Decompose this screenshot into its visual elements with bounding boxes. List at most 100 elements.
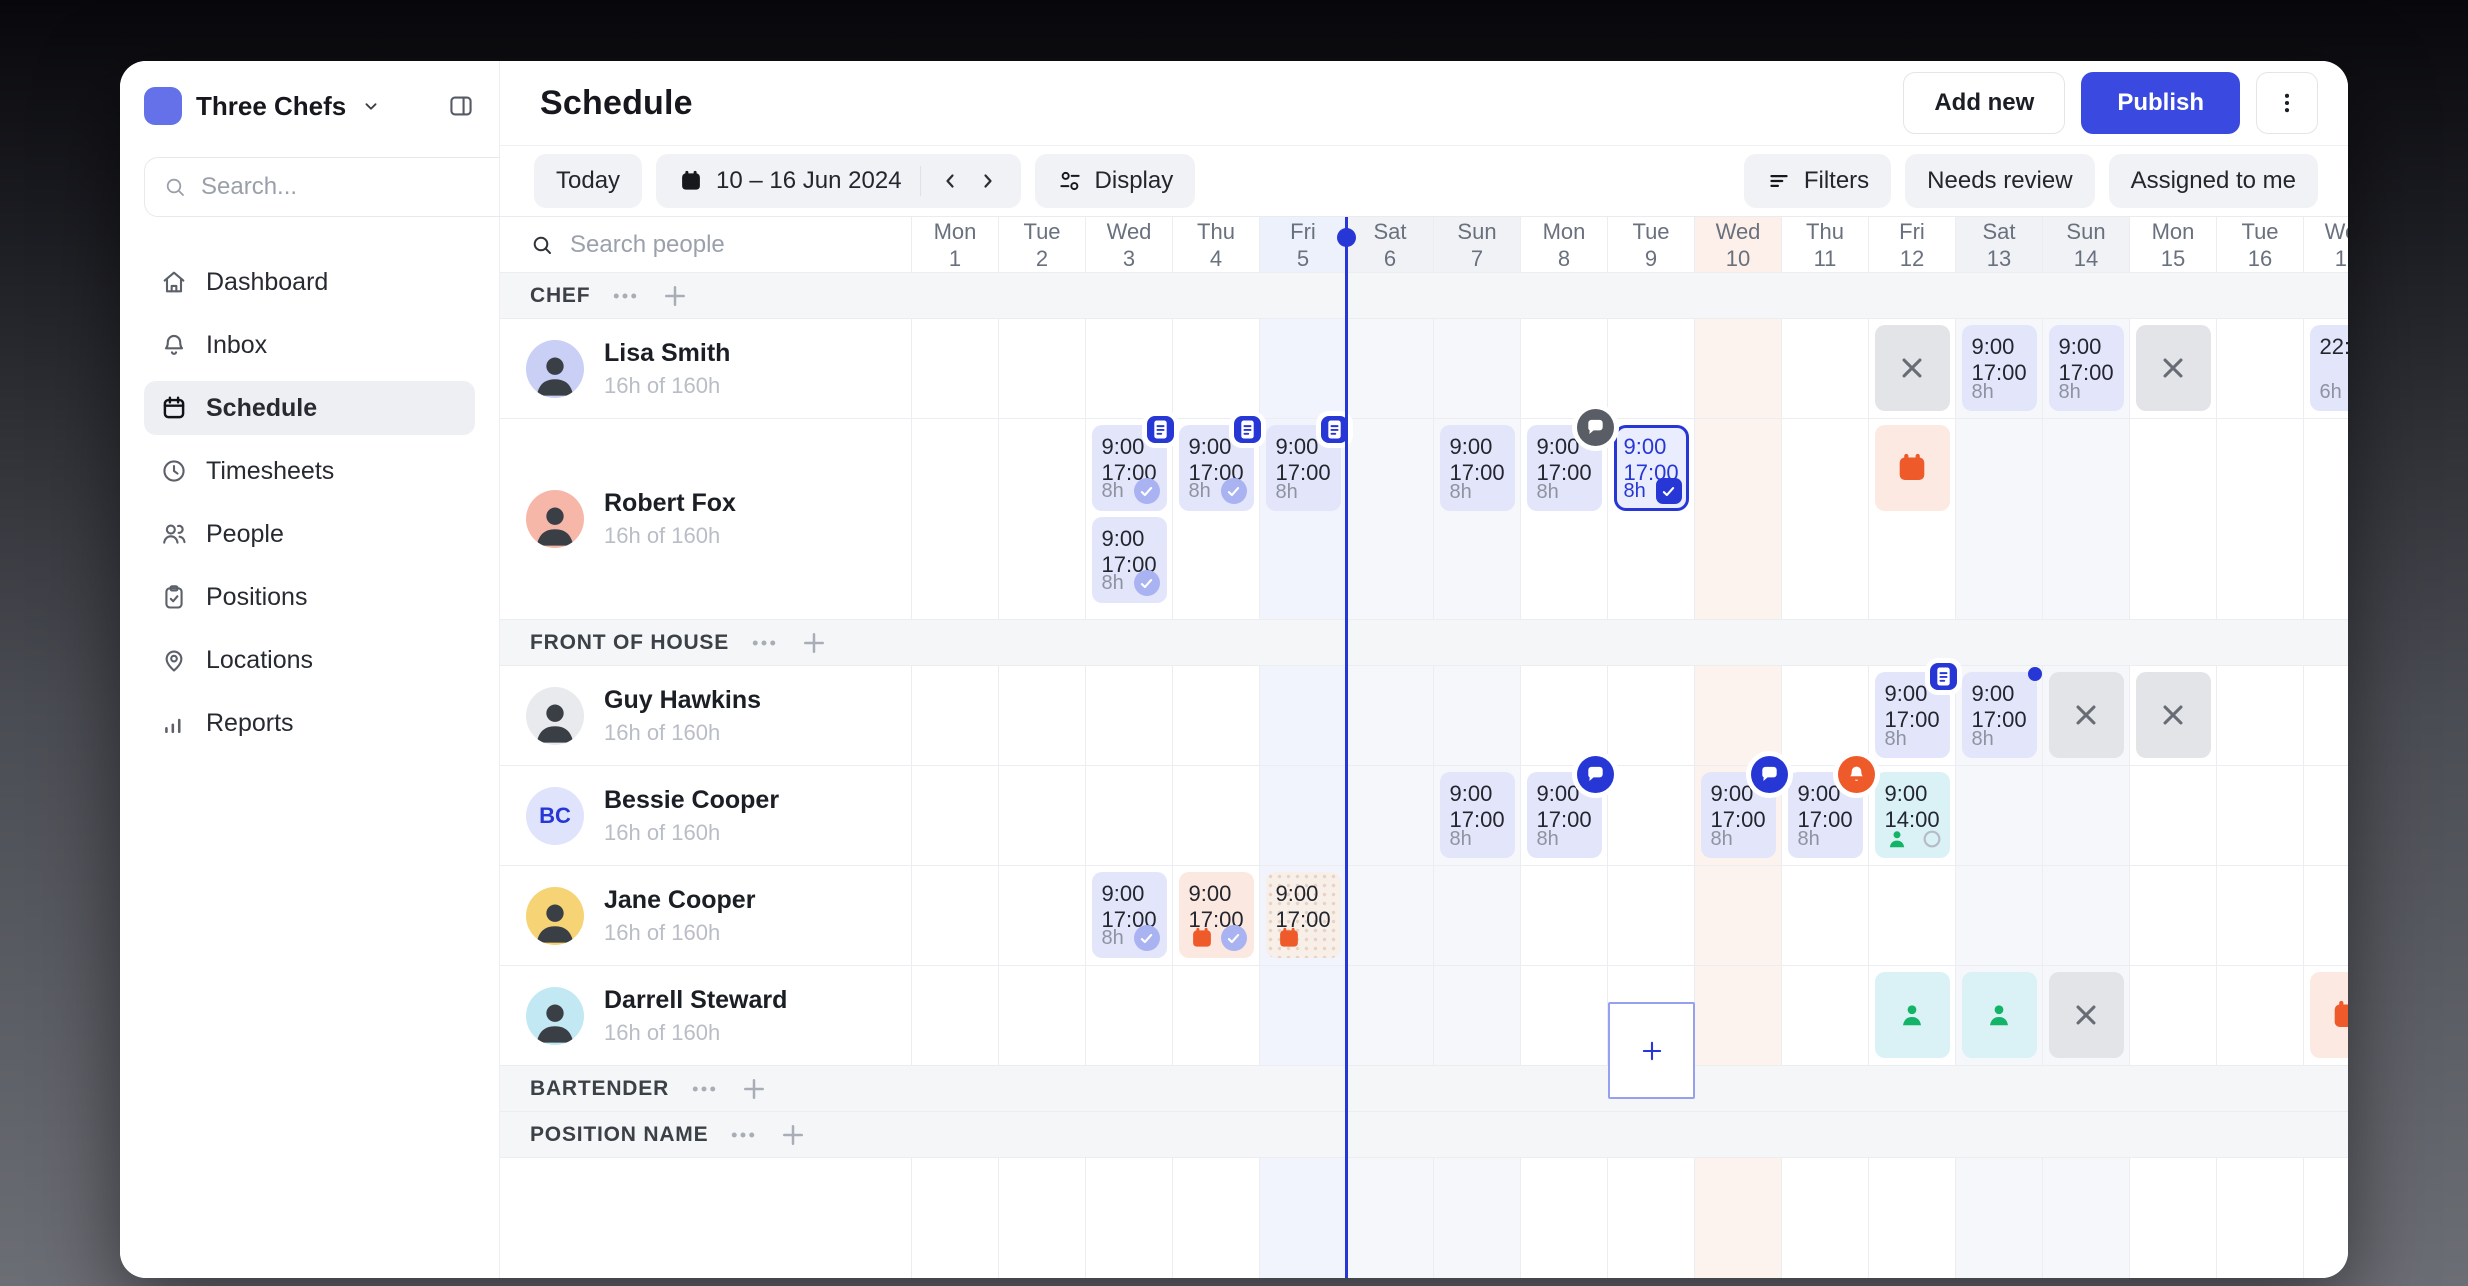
day-header-sun-14[interactable]: Sun 14 (2043, 217, 2130, 272)
schedule-cell[interactable] (999, 766, 1086, 865)
day-header-sat-13[interactable]: Sat 13 (1956, 217, 2043, 272)
shift-cell[interactable]: 9:00 17:00 8h (1091, 416, 1174, 511)
schedule-cell[interactable]: 9:00 17:00 8h (2043, 319, 2130, 418)
shift-cell[interactable]: 9:00 17:00 8h (1961, 667, 2042, 758)
schedule-cell[interactable] (2304, 766, 2348, 865)
sidebar-item-timesheets[interactable]: Timesheets (144, 444, 475, 498)
schedule-cell[interactable] (2130, 766, 2217, 865)
search-people-input[interactable] (568, 229, 881, 260)
schedule-cell[interactable] (1260, 766, 1347, 865)
schedule-cell[interactable] (1347, 966, 1434, 1065)
shift-cell[interactable]: 9:00 17:00 8h (1091, 872, 1167, 958)
collapse-sidebar-icon[interactable] (447, 92, 475, 120)
schedule-cell[interactable] (1260, 1158, 1347, 1278)
day-header-wed-10[interactable]: Wed 10 (1695, 217, 1782, 272)
shift-cell[interactable]: 9:00 17:00 8h (1961, 325, 2037, 411)
schedule-cell[interactable] (1869, 1158, 1956, 1278)
shift-cell[interactable]: 9:00 17:00 8h (1787, 756, 1875, 858)
day-header-tue-9[interactable]: Tue 9 (1608, 217, 1695, 272)
schedule-cell[interactable] (1695, 419, 1782, 619)
schedule-cell[interactable] (2304, 866, 2348, 965)
person-info[interactable]: Lisa Smith 16h of 160h (500, 319, 912, 418)
shift-checkbox[interactable] (1655, 478, 1682, 504)
schedule-cell[interactable] (2217, 319, 2304, 418)
schedule-cell[interactable]: 9:00 17:00 8h (1434, 419, 1521, 619)
sidebar-item-people[interactable]: People (144, 507, 475, 561)
schedule-cell[interactable] (999, 1158, 1086, 1278)
schedule-cell[interactable] (2217, 419, 2304, 619)
schedule-cell[interactable] (2043, 419, 2130, 619)
schedule-cell[interactable] (1782, 866, 1869, 965)
shift-cell[interactable]: 9:00 17:00 8h (1526, 409, 1614, 511)
open-shift-cell[interactable]: 9:00 14:00 (1874, 772, 1950, 858)
shift-cell[interactable]: 9:00 17:00 8h (2048, 325, 2124, 411)
unavailable-cell[interactable] (2048, 672, 2124, 758)
more-actions-button[interactable] (2256, 72, 2318, 134)
add-shift-cell[interactable] (1608, 1002, 1695, 1099)
schedule-cell[interactable] (2304, 966, 2348, 1065)
schedule-cell[interactable] (1608, 766, 1695, 865)
shift-cell[interactable]: 9:00 17:00 8h (1700, 756, 1788, 858)
schedule-cell[interactable] (912, 1158, 999, 1278)
schedule-cell[interactable] (2217, 666, 2304, 765)
schedule-cell[interactable] (2043, 866, 2130, 965)
schedule-cell[interactable] (1695, 319, 1782, 418)
schedule-cell[interactable] (2304, 1158, 2348, 1278)
filters-button[interactable]: Filters (1743, 154, 1892, 208)
schedule-cell[interactable] (1260, 666, 1347, 765)
prev-week-button[interactable] (939, 169, 963, 193)
day-header-wed-3[interactable]: Wed 3 (1086, 217, 1173, 272)
schedule-cell[interactable]: 9:00 17:00 8h (1608, 419, 1695, 619)
schedule-cell[interactable] (2217, 766, 2304, 865)
day-header-sat-6[interactable]: Sat 6 (1347, 217, 1434, 272)
section-more-icon[interactable] (728, 1120, 758, 1150)
person-info[interactable]: Jane Cooper 16h of 160h (500, 866, 912, 965)
schedule-cell[interactable] (1086, 1158, 1173, 1278)
schedule-cell[interactable] (1956, 766, 2043, 865)
schedule-cell[interactable] (1086, 319, 1173, 418)
schedule-cell[interactable]: 9:00 17:00 (1260, 866, 1347, 965)
sidebar-search[interactable] (144, 157, 532, 217)
person-info[interactable]: BC Bessie Cooper 16h of 160h (500, 766, 912, 865)
person-info[interactable]: Guy Hawkins 16h of 160h (500, 666, 912, 765)
schedule-cell[interactable] (1956, 966, 2043, 1065)
section-more-icon[interactable] (610, 281, 640, 311)
schedule-cell[interactable] (912, 866, 999, 965)
schedule-cell[interactable] (1695, 666, 1782, 765)
person-info[interactable]: Darrell Steward 16h of 160h (500, 966, 912, 1065)
shift-cell[interactable]: 9:00 17:00 8h (1874, 663, 1957, 758)
schedule-cell[interactable] (1434, 319, 1521, 418)
unavailable-cell[interactable] (2135, 325, 2211, 411)
schedule-cell[interactable] (1260, 966, 1347, 1065)
shift-cell[interactable]: 9:00 17:00 8h (1526, 756, 1614, 858)
needs-review-button[interactable]: Needs review (1905, 154, 2095, 208)
schedule-cell[interactable] (1695, 866, 1782, 965)
schedule-cell[interactable] (1782, 419, 1869, 619)
sidebar-item-schedule[interactable]: Schedule (144, 381, 475, 435)
schedule-cell[interactable] (1521, 666, 1608, 765)
schedule-cell[interactable] (1347, 319, 1434, 418)
schedule-cell[interactable]: 9:00 17:00 8h 9:00 17:00 8h (1086, 416, 1174, 619)
schedule-cell[interactable]: 9:00 17:00 (1173, 866, 1260, 965)
schedule-cell[interactable] (999, 666, 1086, 765)
schedule-cell[interactable] (1782, 1158, 1869, 1278)
schedule-cell[interactable] (912, 766, 999, 865)
schedule-cell[interactable] (1869, 966, 1956, 1065)
day-header-tue-16[interactable]: Tue 16 (2217, 217, 2304, 272)
schedule-cell[interactable]: 9:00 17:00 8h (1695, 756, 1788, 865)
shift-cell[interactable]: 9:00 17:00 8h (1439, 772, 1515, 858)
schedule-cell[interactable] (1347, 666, 1434, 765)
publish-button[interactable]: Publish (2081, 72, 2240, 134)
time-off-cell[interactable] (1874, 425, 1950, 511)
schedule-cell[interactable] (1521, 966, 1608, 1065)
section-more-icon[interactable] (749, 628, 779, 658)
day-header-wed-17[interactable]: Wed17 (2304, 217, 2348, 272)
schedule-cell[interactable] (2304, 419, 2348, 619)
schedule-cell[interactable]: 9:00 17:00 8h (1521, 756, 1614, 865)
unavailable-cell[interactable] (2135, 672, 2211, 758)
sidebar-item-inbox[interactable]: Inbox (144, 318, 475, 372)
sidebar-search-input[interactable] (199, 172, 513, 202)
schedule-cell[interactable]: 9:00 17:00 8h (1086, 866, 1173, 965)
schedule-cell[interactable] (1956, 419, 2043, 619)
day-header-mon-15[interactable]: Mon 15 (2130, 217, 2217, 272)
